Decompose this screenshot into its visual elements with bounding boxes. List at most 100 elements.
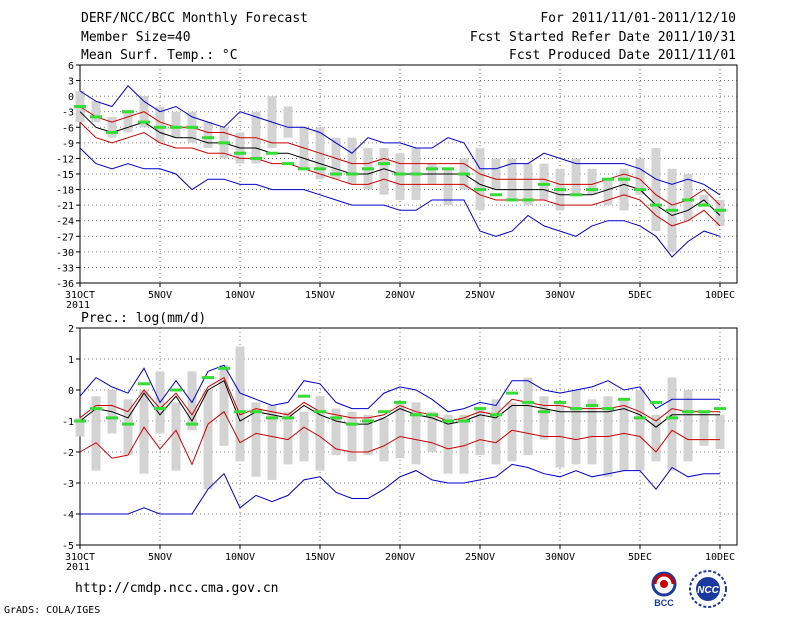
prec-spread-box <box>683 390 693 462</box>
temp-spread-box <box>171 111 181 138</box>
prec-spread-box <box>571 390 581 465</box>
temp-x-tick-label: 5NOV <box>148 290 172 301</box>
prec-spread-box <box>251 402 261 477</box>
prec-spread-box <box>555 402 565 468</box>
temp-y-tick-label: 6 <box>68 61 74 72</box>
temp-spread-box <box>523 163 533 206</box>
prec-series-max <box>79 364 720 413</box>
prec-x-tick-label: 5DEC <box>628 552 652 563</box>
temp-x-year-label: 2011 <box>66 300 90 311</box>
temp-y-tick-label: 0 <box>68 92 74 103</box>
member-size: Member Size=40 <box>81 30 191 45</box>
prec-y-tick-label: -2 <box>62 448 74 459</box>
temp-x-tick-label: 30NOV <box>545 290 575 301</box>
prec-spread-box <box>619 399 629 471</box>
temp-spread-box <box>715 199 725 226</box>
temp-spread-box <box>379 148 389 195</box>
precip-title: Prec.: log(mm/d) <box>81 311 207 326</box>
prec-spread-box <box>651 414 661 462</box>
prec-series-lower-inner-band <box>79 410 720 466</box>
prec-spread-box <box>75 417 85 437</box>
temp-spread-box <box>283 106 293 138</box>
temp-x-tick-label: 31OCT <box>65 290 95 301</box>
temp-x-tick-label: 5DEC <box>628 290 652 301</box>
temp-y-tick-label: -36 <box>56 279 74 290</box>
prec-spread-box <box>219 365 229 446</box>
prec-spread-box <box>171 402 181 471</box>
prec-spread-box <box>315 396 325 471</box>
temp-series-min <box>79 147 721 258</box>
prec-spread-box <box>235 346 245 462</box>
temp-y-tick-label: -9 <box>62 139 74 150</box>
chart-title: DERF/NCC/BCC Monthly Forecast <box>81 11 308 26</box>
prec-spread-box <box>187 371 197 431</box>
temp-spread-box <box>587 168 597 195</box>
temp-y-tick-label: -30 <box>56 248 74 259</box>
temp-x-tick-label: 20NOV <box>385 290 415 301</box>
prec-spread-box <box>123 399 133 456</box>
ncc-logo-text: NCC <box>697 585 719 596</box>
temp-spread-box <box>539 163 549 200</box>
temp-spread-box <box>123 111 133 133</box>
prec-spread-box <box>539 396 549 440</box>
prec-spread-box <box>139 390 149 474</box>
prec-y-tick-label: 1 <box>68 355 74 366</box>
prec-spread-box <box>491 399 501 465</box>
prec-x-tick-label: 10NOV <box>225 552 255 563</box>
grads-credit: GrADS: COLA/IGES <box>4 605 101 616</box>
temp-spread-box <box>619 168 629 211</box>
prec-spread-box <box>699 411 709 446</box>
forecast-started-date: Fcst Started Refer Date 2011/10/31 <box>469 30 736 45</box>
prec-spread-box <box>363 414 373 456</box>
prec-spread-box <box>299 411 309 462</box>
temp-y-tick-label: -33 <box>56 263 74 274</box>
prec-spread-box <box>523 377 533 456</box>
temp-spread-box <box>203 122 213 149</box>
prec-spread-box <box>427 411 437 452</box>
temp-y-tick-label: -12 <box>56 154 74 165</box>
prec-y-tick-label: -4 <box>62 510 74 521</box>
prec-spread-box <box>507 402 517 462</box>
prec-spread-box <box>203 390 213 490</box>
bcc-logo-text: BCC <box>654 598 674 608</box>
temp-spread-box <box>155 106 165 143</box>
temp-y-tick-label: -21 <box>56 201 74 212</box>
bcc-logo: BCC <box>643 570 685 612</box>
footer-url[interactable]: http://cmdp.ncc.cma.gov.cn <box>75 581 279 596</box>
temp-spread-box <box>475 148 485 211</box>
prec-x-tick-label: 25NOV <box>465 552 495 563</box>
temperature-panel: 6 3 0 -3 -6 -9 -12 -15 -18 -21 -24 -27 -30 -33 -3631OC… <box>56 61 738 311</box>
prec-spread-box <box>667 377 677 471</box>
prec-spread-box <box>283 411 293 465</box>
temp-spread-box <box>603 179 613 206</box>
prec-x-tick-label: 15NOV <box>305 552 335 563</box>
temp-spread-box <box>347 137 357 185</box>
forecast-produced-date: Fcst Produced Date 2011/11/01 <box>509 48 736 63</box>
prec-x-tick-label: 30NOV <box>545 552 575 563</box>
prec-y-tick-label: -1 <box>62 417 74 428</box>
temp-x-tick-label: 25NOV <box>465 290 495 301</box>
ncc-logo: NCC <box>684 569 732 613</box>
temp-x-tick-label: 10DEC <box>705 290 735 301</box>
prec-spread-box <box>395 402 405 459</box>
temp-spread-box <box>443 168 453 206</box>
prec-y-tick-label: -5 <box>62 541 74 552</box>
prec-x-year-label: 2011 <box>66 562 90 573</box>
prec-spread-box <box>331 408 341 456</box>
prec-y-tick-label: 2 <box>68 324 74 335</box>
temp-spread-box <box>635 158 645 195</box>
temp-y-tick-label: -18 <box>56 186 74 197</box>
temp-spread-box <box>491 158 501 190</box>
prec-series-min <box>80 463 720 515</box>
temp-spread-box <box>683 174 693 221</box>
prec-spread-box <box>267 405 277 480</box>
temp-y-tick-label: -27 <box>56 232 74 243</box>
prec-spread-box <box>475 408 485 456</box>
prec-spread-box <box>443 414 453 474</box>
prec-x-tick-label: 31OCT <box>65 552 95 563</box>
temp-series-max <box>79 85 721 196</box>
prec-spread-box <box>715 414 725 449</box>
prec-spread-box <box>459 414 469 474</box>
temp-spread-box <box>91 101 101 123</box>
